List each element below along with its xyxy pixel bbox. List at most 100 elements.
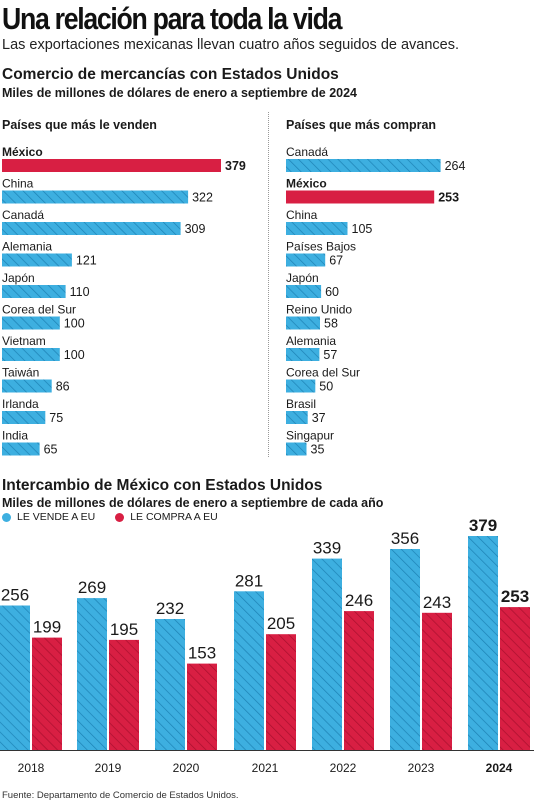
sells-value-label: 256 (1, 586, 29, 605)
right-value-label: 67 (329, 254, 343, 268)
right-bar (286, 222, 348, 235)
left-bar (2, 285, 66, 298)
right-bar (286, 190, 435, 204)
sells-value-label: 281 (235, 571, 263, 590)
buys-bar (32, 637, 62, 750)
right-value-label: 35 (311, 443, 325, 457)
right-value-label: 253 (438, 191, 459, 205)
headline: Una relación para toda la vida (2, 1, 342, 36)
sells-bar (468, 536, 498, 750)
right-bar (286, 316, 320, 330)
legend-buys-label: LE COMPRA A EU (130, 511, 218, 523)
left-bar (2, 411, 46, 424)
right-bar (286, 442, 307, 456)
right-category-label: Alemania (286, 334, 336, 348)
right-value-label: 57 (323, 348, 337, 362)
buys-value-label: 253 (501, 587, 529, 606)
chart-divider (268, 112, 269, 457)
buys-value-label: 195 (110, 620, 138, 639)
left-bar (2, 442, 40, 456)
right-value-label: 105 (352, 222, 373, 236)
right-category-label: Singapur (286, 429, 334, 443)
year-tick-label: 2018 (18, 761, 45, 775)
left-value-label: 110 (70, 285, 90, 299)
buys-value-label: 243 (423, 593, 451, 612)
right-category-label: Países Bajos (286, 240, 356, 254)
year-tick-label: 2021 (252, 761, 279, 775)
left-value-label: 379 (225, 159, 246, 173)
left-value-label: 65 (44, 443, 58, 457)
section2-subtitle: Miles de millones de dólares de enero a … (2, 496, 384, 510)
left-value-label: 121 (76, 254, 97, 268)
legend-sells-label: LE VENDE A EU (17, 511, 96, 523)
year-tick-label: 2024 (486, 761, 513, 775)
year-tick-label: 2020 (173, 761, 200, 775)
legend: LE VENDE A EU LE COMPRA A EU (2, 511, 218, 523)
buys-bar (109, 639, 139, 750)
right-bar (286, 253, 326, 267)
legend-buys-swatch (115, 512, 125, 522)
left-category-label: Corea del Sur (2, 303, 76, 317)
left-category-label: Japón (2, 271, 35, 285)
sells-bar (155, 619, 185, 750)
left-bar (2, 159, 221, 172)
sells-value-label: 269 (78, 578, 106, 597)
buys-bar (187, 663, 217, 750)
year-tick-label: 2023 (408, 761, 435, 775)
buys-value-label: 205 (267, 614, 295, 633)
left-category-label: India (2, 429, 28, 443)
year-tick-label: 2019 (95, 761, 122, 775)
right-bar (286, 285, 322, 298)
left-bar (2, 348, 60, 361)
right-category-label: Japón (286, 271, 319, 285)
section2-title: Intercambio de México con Estados Unidos (2, 477, 323, 494)
left-value-label: 86 (56, 380, 70, 394)
section1-title: Comercio de mercancías con Estados Unido… (2, 66, 339, 83)
right-value-label: 60 (325, 285, 339, 299)
left-category-label: Irlanda (2, 397, 39, 411)
left-category-label: Vietnam (2, 334, 46, 348)
buys-value-label: 153 (188, 644, 216, 663)
left-category-label: México (2, 145, 43, 159)
sells-value-label: 379 (469, 516, 497, 535)
buys-bar (422, 612, 452, 750)
right-value-label: 264 (445, 159, 466, 173)
right-value-label: 37 (312, 411, 326, 425)
left-value-label: 100 (64, 317, 85, 331)
left-bar (2, 379, 52, 393)
buys-bar (344, 611, 374, 750)
left-bar (2, 316, 60, 330)
left-bar (2, 222, 181, 235)
year-tick-label: 2022 (330, 761, 357, 775)
buys-value-label: 246 (345, 591, 373, 610)
right-bar (286, 159, 441, 172)
left-value-label: 75 (49, 411, 63, 425)
left-bar (2, 190, 189, 204)
left-category-label: China (2, 177, 34, 191)
left-bar (2, 253, 72, 267)
right-category-label: Brasil (286, 397, 316, 411)
right-chart-title: Países que más compran (286, 118, 437, 132)
right-category-label: Canadá (286, 145, 328, 159)
right-category-label: Reino Unido (286, 303, 352, 317)
right-category-label: Corea del Sur (286, 366, 360, 380)
legend-sells-swatch (2, 512, 11, 522)
sells-bar (0, 605, 30, 750)
source-note: Fuente: Departamento de Comercio de Esta… (2, 790, 239, 801)
left-chart-title: Países que más le venden (2, 118, 157, 132)
right-bar (286, 379, 316, 393)
right-category-label: China (286, 208, 318, 222)
right-category-label: México (286, 177, 327, 191)
left-category-label: Alemania (2, 240, 52, 254)
buys-value-label: 199 (33, 618, 61, 637)
right-bar (286, 348, 320, 361)
right-value-label: 50 (319, 380, 333, 394)
buys-bar (266, 634, 296, 750)
right-bar (286, 411, 308, 424)
left-category-label: Canadá (2, 208, 44, 222)
left-category-label: Taiwán (2, 366, 39, 380)
subheadline: Las exportaciones mexicanas llevan cuatr… (2, 37, 460, 53)
sells-value-label: 339 (313, 539, 341, 558)
sells-value-label: 356 (391, 529, 419, 548)
